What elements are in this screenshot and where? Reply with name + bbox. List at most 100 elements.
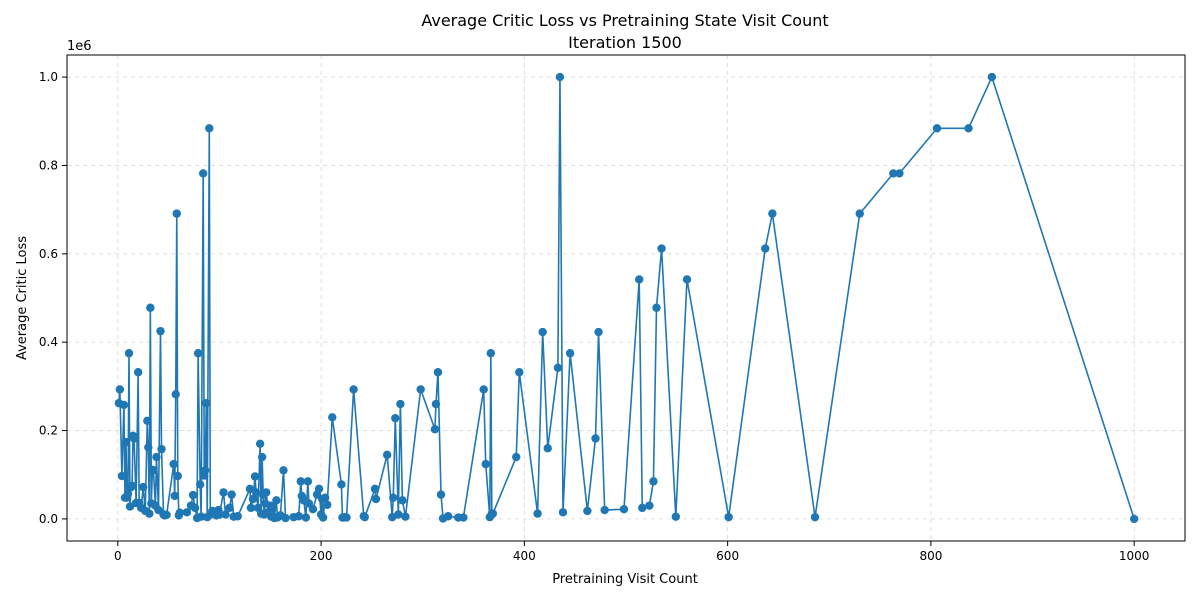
- data-point: [152, 452, 161, 462]
- data-point: [248, 494, 258, 504]
- data-point: [205, 124, 214, 133]
- data-point: [371, 494, 381, 504]
- plot-frame: [66, 54, 1186, 542]
- data-point: [225, 503, 234, 513]
- data-point: [671, 512, 680, 521]
- data-point: [583, 506, 592, 516]
- data-point: [246, 503, 256, 513]
- data-point: [810, 512, 820, 522]
- data-point: [262, 488, 271, 497]
- data-point: [619, 504, 629, 514]
- data-point: [117, 471, 127, 481]
- data-point: [652, 303, 661, 312]
- data-point: [272, 496, 281, 505]
- data-point: [1129, 514, 1139, 524]
- data-point: [162, 510, 171, 520]
- data-point: [761, 244, 770, 253]
- data-point: [296, 477, 305, 486]
- data-point: [389, 493, 398, 502]
- data-point: [294, 512, 303, 521]
- data-point: [119, 400, 129, 410]
- data-point: [188, 490, 198, 500]
- y-axis-multiplier: 1e6: [67, 39, 92, 54]
- data-point: [320, 493, 330, 502]
- chart-title: Average Critic Loss vs Pretraining State…: [421, 11, 828, 30]
- data-point: [182, 508, 192, 517]
- y-tick-label: 0.8: [39, 158, 58, 172]
- data-point: [342, 513, 351, 522]
- data-point: [156, 326, 165, 336]
- data-point: [512, 452, 521, 462]
- data-point: [233, 512, 242, 521]
- data-point: [533, 509, 542, 518]
- data-point: [396, 399, 405, 409]
- data-point: [169, 459, 178, 469]
- data-point: [964, 124, 973, 133]
- x-tick-label: 800: [919, 549, 942, 563]
- data-point: [115, 385, 125, 394]
- data-point: [459, 513, 468, 522]
- x-tick-label: 1000: [1119, 549, 1150, 563]
- data-point: [724, 512, 733, 522]
- data-point: [932, 124, 942, 133]
- data-point: [416, 385, 425, 394]
- data-point: [255, 439, 265, 448]
- data-point: [146, 303, 155, 312]
- y-tick-label: 0.4: [39, 335, 58, 349]
- data-point: [553, 363, 563, 373]
- data-point: [394, 510, 403, 519]
- data-point: [382, 450, 392, 460]
- data-point: [196, 512, 206, 521]
- data-point: [360, 512, 369, 522]
- data-point: [172, 209, 181, 218]
- ticks-layer: 0 200 400 600 800 1000 0.0 0.2 0.4 0.6 0.8 1.0: [39, 70, 1150, 563]
- data-point: [143, 416, 152, 426]
- data-point: [314, 484, 324, 494]
- data-point: [227, 490, 236, 499]
- data-point: [195, 480, 205, 489]
- x-tick-label: 200: [310, 549, 333, 563]
- data-point: [401, 512, 410, 521]
- data-point: [565, 349, 575, 358]
- data-point: [855, 209, 864, 218]
- data-point: [301, 513, 311, 522]
- data-point: [430, 425, 440, 434]
- data-point: [895, 169, 904, 178]
- data-point: [124, 349, 134, 358]
- data-point: [149, 466, 158, 475]
- y-tick-label: 0.2: [39, 424, 58, 438]
- y-tick-label: 0.0: [39, 512, 58, 526]
- data-point: [488, 509, 498, 518]
- data-point: [349, 385, 358, 394]
- data-point: [443, 512, 453, 521]
- data-point: [202, 398, 211, 408]
- data-point: [121, 437, 131, 447]
- data-point: [431, 399, 441, 409]
- data-point: [144, 443, 153, 452]
- chart-subtitle: Iteration 1500: [568, 33, 682, 52]
- x-axis-title: Pretraining Visit Count: [552, 572, 698, 587]
- x-tick-label: 400: [513, 549, 536, 563]
- data-point: [600, 505, 609, 515]
- data-point: [257, 452, 267, 462]
- data-point: [193, 349, 203, 358]
- series-line: [118, 76, 1135, 520]
- data-point: [481, 459, 490, 469]
- data-point: [515, 368, 524, 377]
- data-point: [215, 510, 224, 519]
- data-point: [391, 413, 400, 423]
- data-point: [157, 444, 166, 454]
- data-point: [543, 444, 552, 453]
- data-point: [635, 275, 644, 284]
- data-point: [175, 508, 185, 517]
- data-point: [129, 434, 139, 443]
- data-point: [173, 471, 182, 481]
- data-point: [433, 368, 443, 377]
- data-point: [245, 484, 255, 494]
- data-point: [318, 513, 328, 522]
- data-point: [555, 72, 565, 82]
- data-point: [201, 466, 210, 475]
- data-point: [479, 385, 488, 394]
- data-point: [279, 466, 288, 475]
